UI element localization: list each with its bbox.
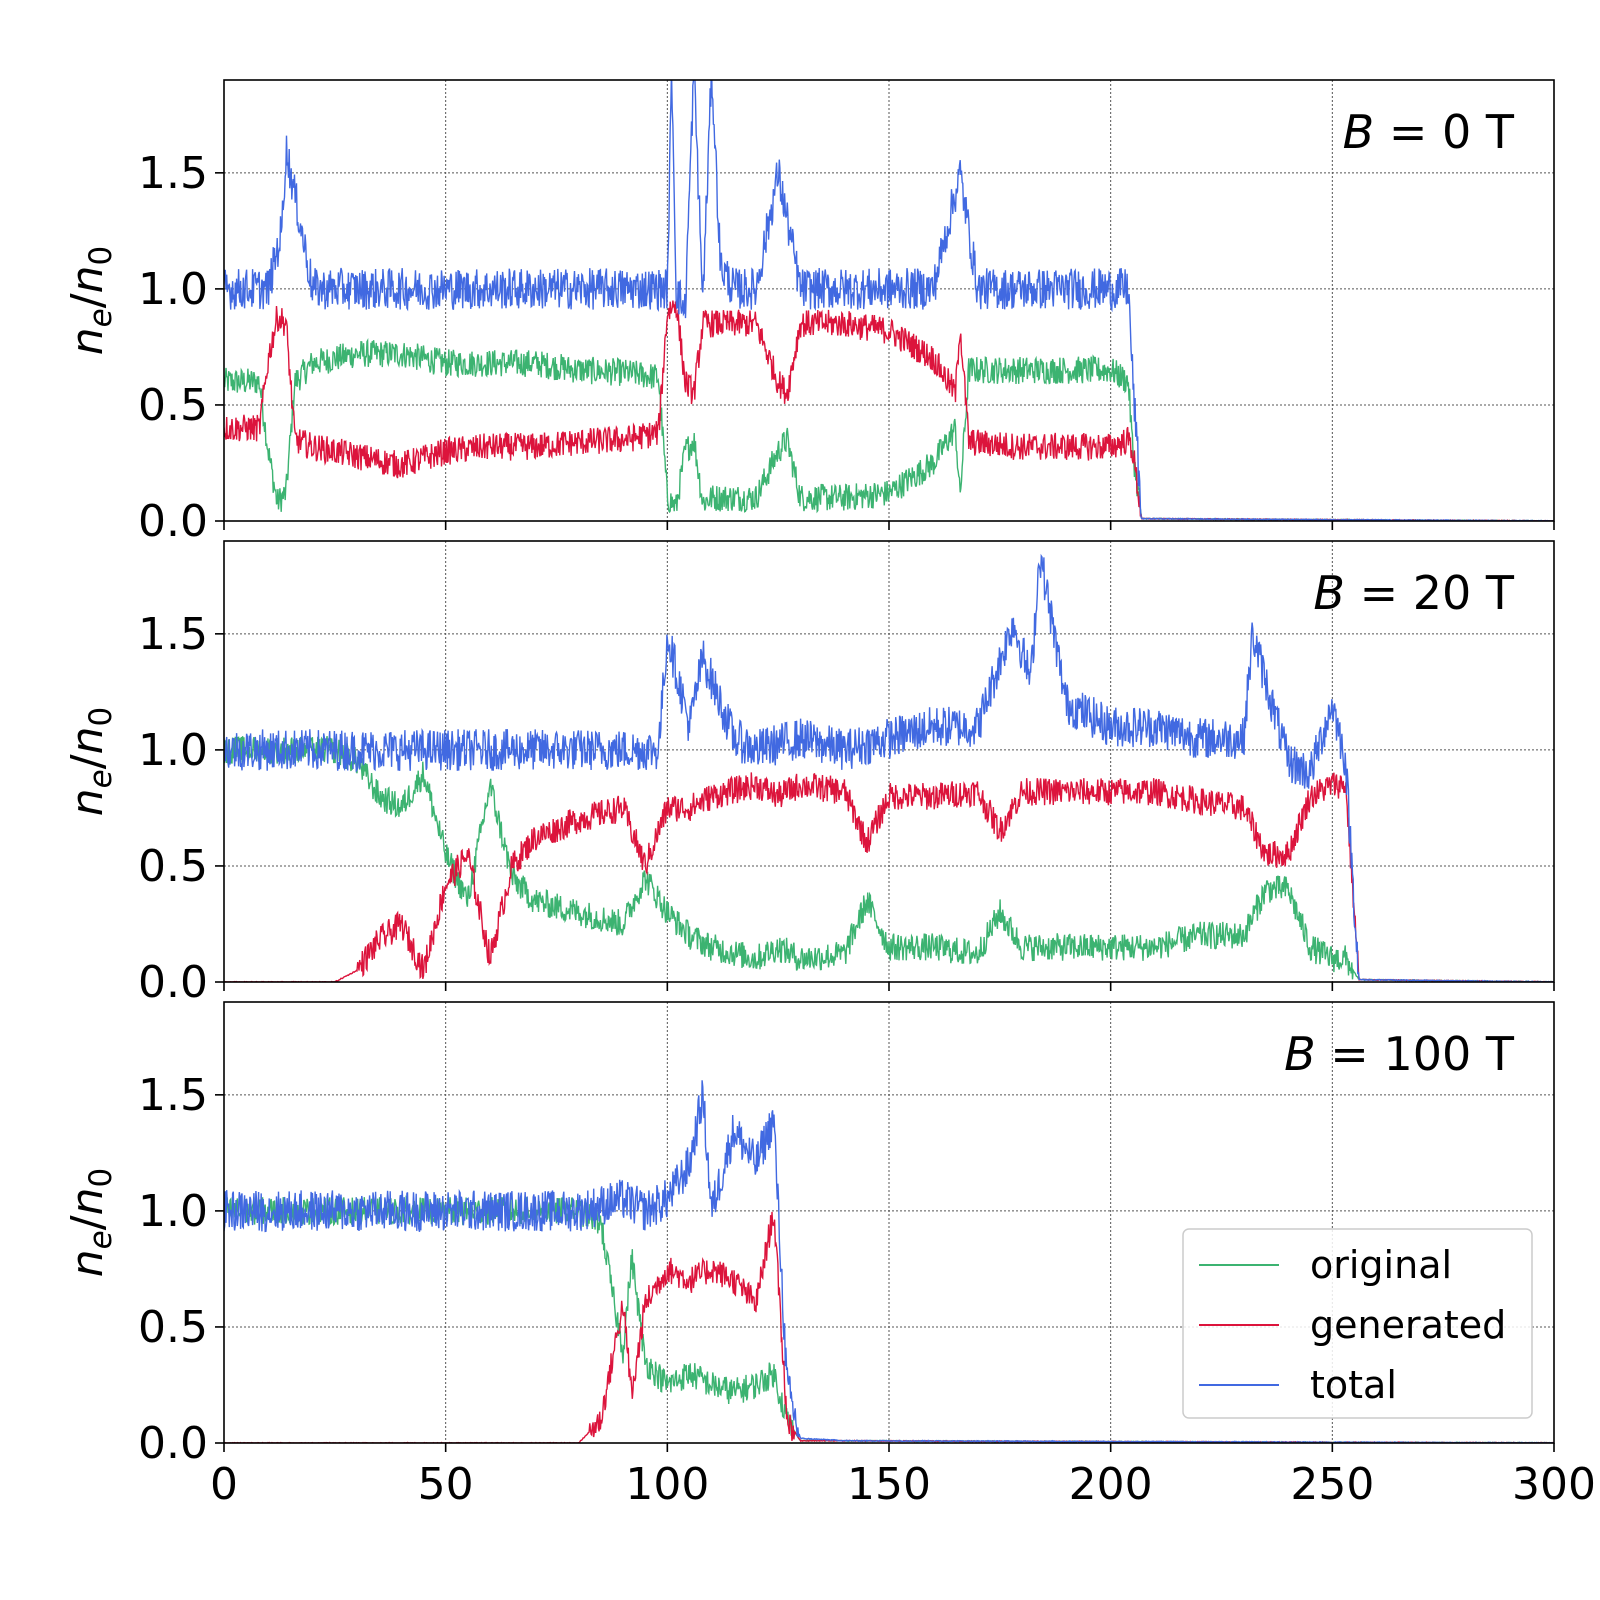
field-annotation: B = 100 T: [1284, 1027, 1515, 1081]
field-annotation: B = 0 T: [1343, 105, 1515, 159]
y-tick-label: 0.0: [138, 496, 208, 547]
y-tick-label: 0.5: [138, 380, 208, 431]
y-tick-label: 0.0: [138, 1418, 208, 1469]
field-annotation: B = 20 T: [1313, 566, 1515, 620]
series-line-total: [224, 553, 1554, 982]
legend: original generated total: [1182, 1228, 1533, 1419]
legend-label-generated: generated: [1310, 1303, 1506, 1347]
y-tick-label: 1.5: [138, 609, 208, 660]
x-tick-label: 0: [210, 1459, 238, 1510]
y-tick-label: 1.0: [138, 264, 208, 315]
y-tick-label: 1.5: [138, 148, 208, 199]
x-tick-label: 300: [1512, 1459, 1596, 1510]
x-tick-label: 150: [847, 1459, 931, 1510]
series-group: [224, 80, 1554, 521]
legend-label-original: original: [1310, 1243, 1452, 1287]
x-tick-label: 250: [1290, 1459, 1374, 1510]
y-tick-label: 1.0: [138, 725, 208, 776]
series-line-original: [224, 735, 1554, 982]
legend-box: [1182, 1228, 1533, 1419]
y-tick-label: 1.5: [138, 1070, 208, 1121]
x-tick-label: 50: [418, 1459, 474, 1510]
y-axis-label: ne/n0: [62, 246, 119, 355]
y-tick-label: 0.5: [138, 841, 208, 892]
series-line-original: [224, 337, 1554, 521]
panel-1: 0.0 0.5 1.0 1.5 ne/n0 B = 20 T: [62, 540, 1555, 1008]
y-axis-label: ne/n0: [62, 707, 119, 816]
y-tick-label: 0.5: [138, 1302, 208, 1353]
y-tick-label: 1.0: [138, 1186, 208, 1237]
y-tick-label: 0.0: [138, 957, 208, 1008]
legend-label-total: total: [1310, 1363, 1397, 1407]
panel-0: 0.0 0.5 1.0 1.5 ne/n0 B = 0 T: [62, 79, 1555, 547]
series-line-total: [224, 80, 1554, 521]
x-tick-label: 200: [1069, 1459, 1153, 1510]
y-axis-label: ne/n0: [62, 1168, 119, 1277]
series-line-generated: [224, 300, 1554, 521]
panels: 0.0 0.5 1.0 1.5 ne/n0 B = 0 T 0.0 0.5 1.0 1.5 ne/n…: [62, 79, 1596, 1510]
panel-2: 0.0 0.5 1.0 1.5 0 50 100 150 200 250 300 ne/n0 B = 1…: [62, 1001, 1596, 1510]
series-group: [224, 553, 1554, 982]
x-tick-label: 100: [625, 1459, 709, 1510]
series-line-generated: [224, 772, 1554, 982]
